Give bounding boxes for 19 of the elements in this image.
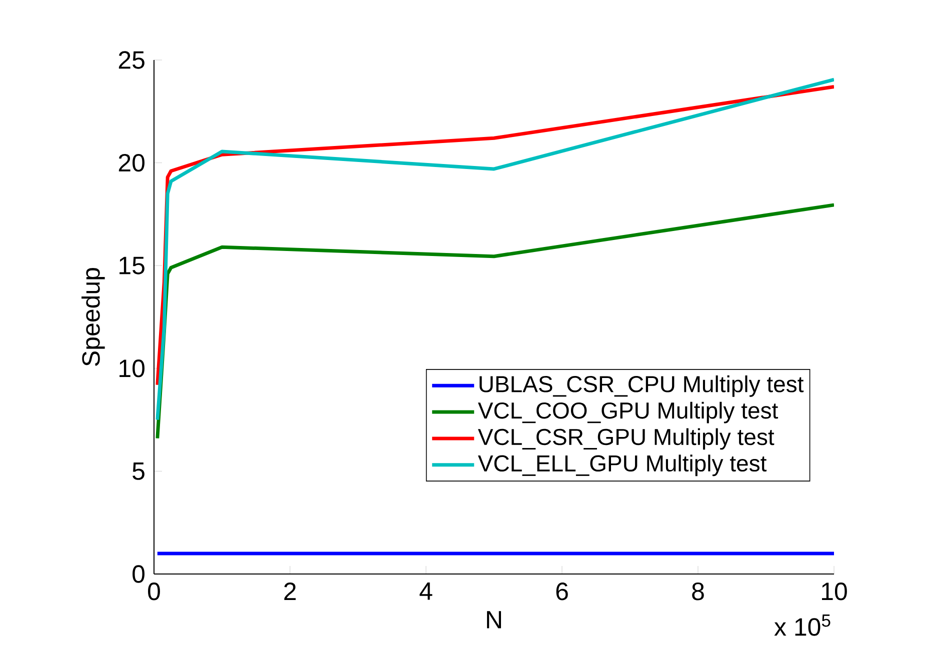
x-tick-label: 8 xyxy=(692,582,704,600)
x-tick-label: 4 xyxy=(420,582,432,600)
y-axis-title: Speedup xyxy=(81,268,105,366)
legend-label: VCL_CSR_GPU Multiply test xyxy=(478,428,774,450)
y-tick-label: 15 xyxy=(120,256,144,274)
x-tick-label: 0 xyxy=(148,582,160,600)
x-axis-title: N xyxy=(487,611,501,628)
legend-label: UBLAS_CSR_CPU Multiply test xyxy=(480,375,804,397)
text: x 10$^{5}$ xyxy=(774,614,830,636)
legend-label: VCL_COO_GPU Multiply test xyxy=(478,402,778,424)
x-tick-label: 6 xyxy=(556,582,568,600)
y-tick-label: 20 xyxy=(118,154,144,172)
y-tick-label: 10 xyxy=(120,360,144,378)
y-tick-label: 5 xyxy=(132,462,144,480)
y-tick-label: 0 xyxy=(132,565,144,583)
legend-label: VCL_ELL_GPU Multiply test xyxy=(478,454,767,476)
y-tick-label: 25 xyxy=(118,51,144,69)
x-tick-label: 2 xyxy=(284,582,296,600)
x-tick-label: 10 xyxy=(822,582,847,600)
